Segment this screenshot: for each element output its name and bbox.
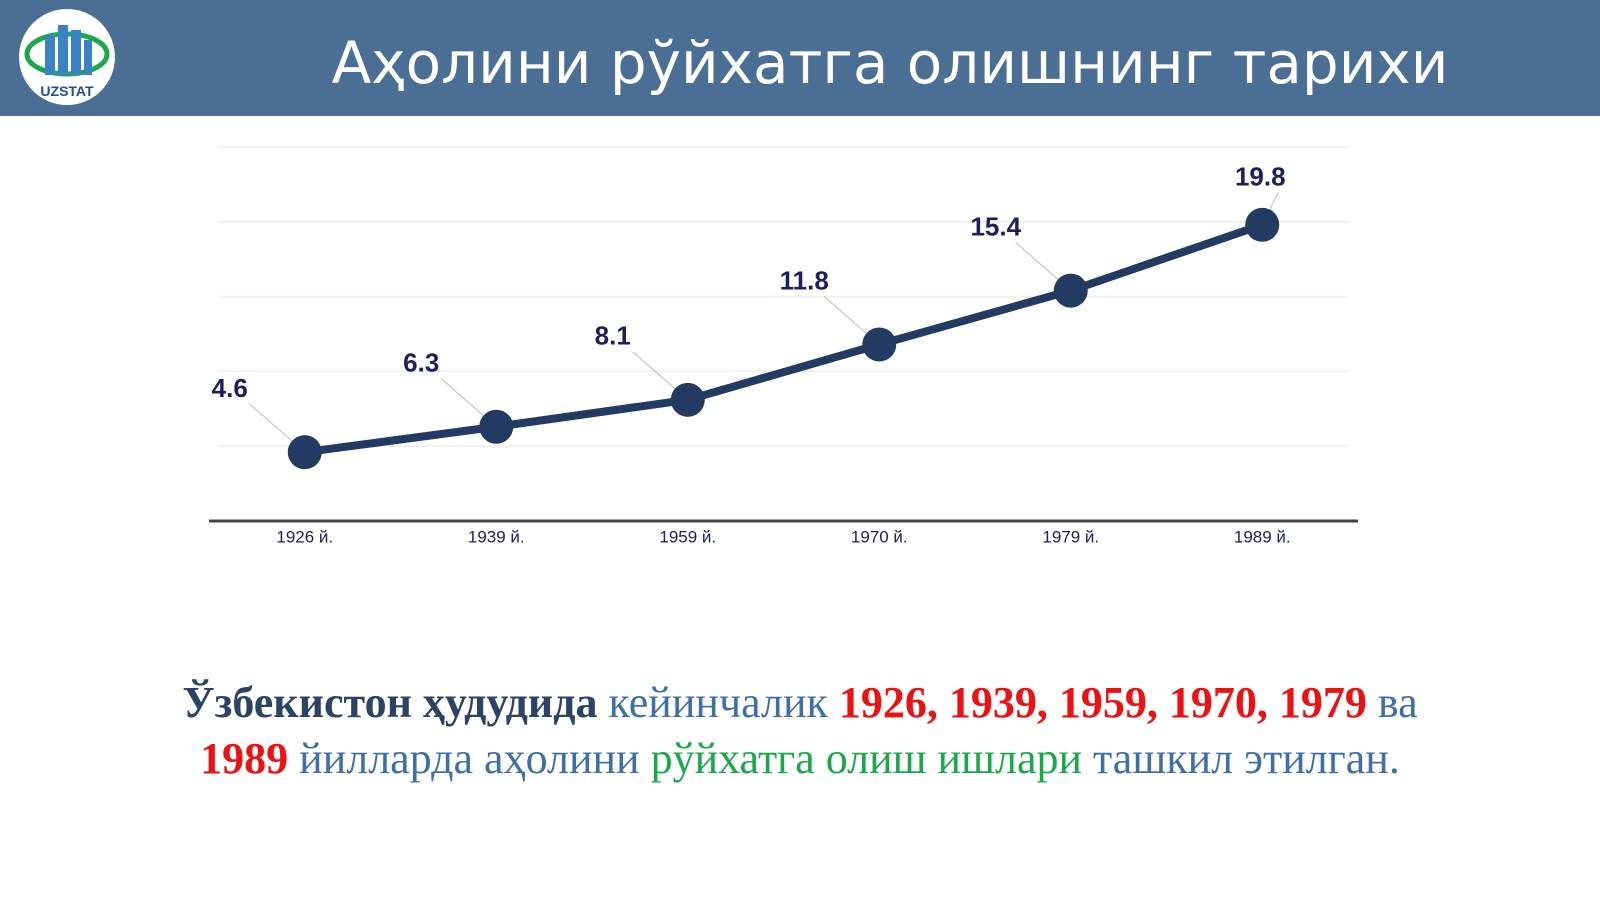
caption-segment: Ўзбекистон ҳудудида <box>182 678 598 727</box>
slide-title: Аҳолини рўйхатга олишнинг тарихи <box>331 29 1449 97</box>
x-tick-label: 1979 й. <box>1042 527 1099 546</box>
caption-segment: ташкил этилган. <box>1093 734 1400 783</box>
x-tick-label: 1939 й. <box>468 527 525 546</box>
caption: Ўзбекистон ҳудудида кейинчалик 1926, 193… <box>140 675 1460 787</box>
data-label: 11.8 <box>780 265 829 295</box>
marker <box>287 435 322 470</box>
x-tick-label: 1989 й. <box>1234 527 1291 546</box>
chart: 1926 й. 1939 й. 1959 й. 1970 й. 1979 й. 1989 … <box>209 146 1358 546</box>
marker <box>670 382 705 417</box>
x-tick-label: 1970 й. <box>851 527 908 546</box>
caption-segment: 1926, 1939, 1959, 1970, 1979 <box>838 678 1367 727</box>
marker <box>1245 207 1280 242</box>
logo: UZSTAT <box>19 9 115 105</box>
caption-segment: 1989 <box>200 734 289 783</box>
data-label: 15.4 <box>970 211 1021 241</box>
line <box>304 221 1264 457</box>
logo-text: UZSTAT <box>40 83 94 99</box>
data-label: 6.3 <box>403 348 439 378</box>
header: UZSTAT Аҳолини рўйхатга олишнинг тарихи <box>0 0 1600 116</box>
caption-segment: йилларда аҳолини <box>299 734 640 783</box>
marker <box>1053 273 1088 308</box>
x-tick-label: 1959 й. <box>659 527 716 546</box>
data-label: 19.8 <box>1235 162 1286 192</box>
data-label: 8.1 <box>595 321 631 351</box>
marker <box>479 409 514 444</box>
caption-segment: рўйхатга олиш ишлари <box>650 734 1083 783</box>
x-tick-label: 1926 й. <box>276 527 333 546</box>
caption-segment: кейинчалик <box>608 678 828 727</box>
data-label: 4.6 <box>212 373 248 403</box>
caption-segment: ва <box>1377 678 1418 727</box>
marker <box>862 327 897 362</box>
